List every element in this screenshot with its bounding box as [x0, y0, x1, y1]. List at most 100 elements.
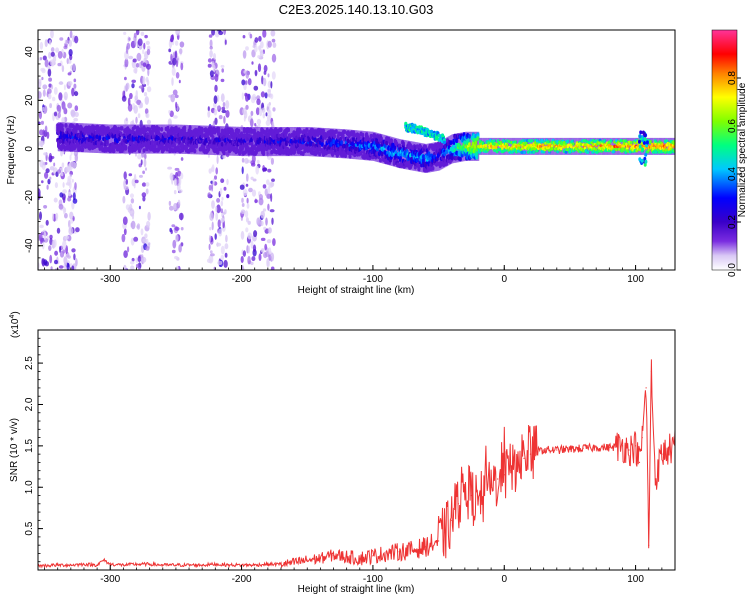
snr-point	[516, 461, 519, 463]
noise-speck	[72, 63, 76, 72]
noise-speck	[220, 64, 225, 68]
noise-speck	[216, 198, 221, 203]
noise-speck	[47, 88, 52, 95]
noise-speck	[49, 234, 53, 240]
noise-speck	[240, 209, 246, 214]
noise-speck	[70, 161, 75, 168]
noise-speck	[220, 93, 225, 103]
noise-speck	[239, 184, 245, 190]
signal-point	[468, 134, 472, 139]
noise-speck	[265, 112, 268, 117]
snr-point	[503, 474, 505, 476]
noise-speck	[135, 263, 140, 269]
noise-speck	[62, 196, 66, 204]
noise-speck	[133, 105, 138, 114]
noise-speck	[247, 78, 252, 86]
snr-point	[109, 563, 111, 565]
noise-speck	[135, 63, 140, 68]
noise-speck	[67, 175, 72, 181]
signal-point	[359, 150, 363, 156]
signal-point	[116, 126, 120, 132]
noise-speck	[214, 84, 218, 93]
noise-speck	[225, 234, 228, 243]
signal-point	[570, 145, 574, 149]
noise-speck	[208, 243, 211, 251]
noise-speck	[225, 110, 230, 118]
noise-speck	[247, 245, 250, 254]
noise-speck	[218, 115, 223, 120]
noise-speck	[44, 59, 49, 68]
snr-point	[645, 387, 647, 389]
signal-point	[603, 139, 607, 143]
signal-point	[484, 143, 488, 148]
snr-point	[523, 457, 525, 459]
noise-speck	[216, 204, 221, 214]
signal-halo	[120, 124, 122, 154]
snr-point	[319, 557, 321, 560]
noise-speck	[53, 239, 57, 248]
snr-point	[162, 564, 164, 566]
noise-speck	[57, 169, 61, 174]
signal-point	[445, 149, 449, 155]
noise-speck	[246, 197, 249, 204]
noise-speck	[40, 120, 45, 125]
noise-speck	[270, 81, 273, 89]
noise-speck	[53, 162, 56, 167]
snr-point	[667, 449, 670, 451]
signal-point	[586, 150, 590, 154]
signal-point	[363, 154, 367, 160]
noise-speck	[140, 31, 145, 36]
noise-speck	[133, 32, 137, 39]
signal-point	[422, 157, 426, 163]
signal-halo	[597, 137, 599, 155]
noise-speck	[67, 255, 71, 259]
signal-point	[346, 138, 350, 144]
snr-point	[470, 494, 472, 497]
signal-point	[298, 129, 302, 134]
signal-point	[571, 139, 575, 143]
signal-point	[262, 149, 266, 155]
signal-point	[619, 139, 623, 143]
noise-speck	[171, 77, 174, 86]
noise-speck	[52, 96, 56, 102]
noise-speck	[123, 264, 127, 270]
noise-speck	[170, 229, 173, 235]
signal-point	[532, 150, 536, 154]
noise-speck	[223, 115, 226, 124]
svg-text:(x104): (x104)	[9, 311, 21, 338]
noise-speck	[270, 157, 274, 165]
noise-speck	[173, 190, 177, 195]
signal-point	[105, 139, 109, 145]
noise-speck	[57, 51, 63, 59]
signal-halo	[112, 124, 115, 154]
signal-point	[286, 127, 291, 133]
noise-speck	[142, 76, 146, 85]
noise-speck	[241, 92, 244, 100]
signal-halo	[507, 137, 509, 155]
noise-speck	[216, 105, 220, 110]
signal-point	[354, 146, 359, 152]
signal-point	[530, 139, 534, 143]
noise-speck	[172, 89, 178, 96]
signal-point	[571, 142, 576, 146]
signal-point	[514, 140, 518, 144]
noise-speck	[41, 76, 44, 81]
noise-speck	[145, 40, 150, 46]
signal-point	[454, 156, 458, 161]
noise-speck	[224, 243, 229, 250]
noise-speck	[46, 131, 50, 139]
noise-speck	[260, 210, 266, 219]
noise-speck	[145, 246, 150, 251]
noise-speck	[168, 200, 172, 206]
noise-speck	[215, 212, 219, 221]
noise-speck	[263, 64, 268, 73]
noise-speck	[256, 217, 261, 226]
noise-speck	[45, 161, 48, 165]
signal-point	[153, 145, 157, 150]
noise-speck	[241, 157, 245, 163]
noise-speck	[180, 172, 184, 180]
spur-point	[644, 159, 648, 164]
noise-speck	[69, 211, 74, 220]
signal-point	[80, 147, 85, 153]
signal-halo	[386, 135, 389, 165]
